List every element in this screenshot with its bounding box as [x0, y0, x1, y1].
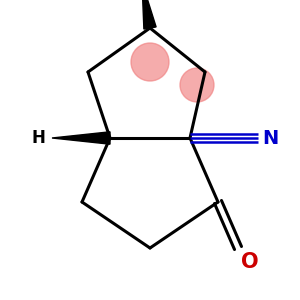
Polygon shape — [142, 0, 156, 29]
Text: H: H — [31, 129, 45, 147]
Circle shape — [180, 68, 214, 102]
Circle shape — [131, 43, 169, 81]
Text: N: N — [262, 128, 278, 148]
Text: O: O — [241, 252, 259, 272]
Polygon shape — [52, 132, 110, 144]
